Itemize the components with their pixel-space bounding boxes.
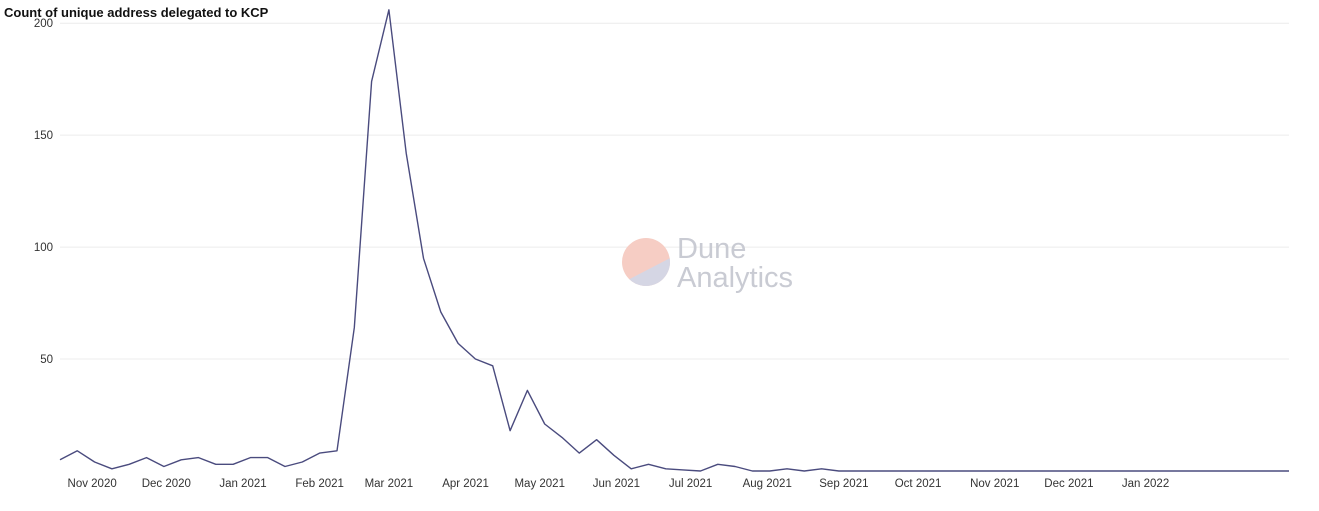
watermark-line1: Dune (677, 233, 746, 265)
x-tick-label: Apr 2021 (442, 478, 489, 490)
x-tick-label: Mar 2021 (365, 478, 414, 490)
x-tick-label: Nov 2020 (68, 478, 117, 490)
y-tick-label: 150 (34, 130, 53, 142)
x-tick-label: Oct 2021 (895, 478, 942, 490)
x-tick-label: Feb 2021 (295, 478, 344, 490)
y-tick-label: 100 (34, 242, 53, 254)
x-tick-label: Aug 2021 (743, 478, 792, 490)
x-tick-label: Sep 2021 (819, 478, 868, 490)
y-tick-label: 200 (34, 18, 53, 30)
chart-title: Count of unique address delegated to KCP (4, 5, 269, 20)
x-tick-label: Jul 2021 (669, 478, 712, 490)
watermark-line2: Analytics (677, 262, 793, 294)
x-tick-label: May 2021 (514, 478, 565, 490)
y-axis: 50 100 150 200 (34, 18, 53, 366)
x-tick-label: Jan 2021 (219, 478, 266, 490)
x-tick-label: Jun 2021 (593, 478, 640, 490)
series-line-0 (59, 9, 1289, 472)
x-tick-label: Jan 2022 (1122, 478, 1169, 490)
x-axis: Nov 2020 Dec 2020 Jan 2021 Feb 2021 Mar 2021… (68, 478, 1170, 490)
y-tick-label: 50 (40, 354, 53, 366)
dune-analytics-watermark: Dune Analytics (622, 233, 793, 294)
x-tick-label: Dec 2021 (1044, 478, 1093, 490)
x-tick-label: Nov 2021 (970, 478, 1019, 490)
x-tick-label: Dec 2020 (142, 478, 191, 490)
series-layer (59, 9, 1289, 472)
gridlines (60, 22, 1289, 360)
